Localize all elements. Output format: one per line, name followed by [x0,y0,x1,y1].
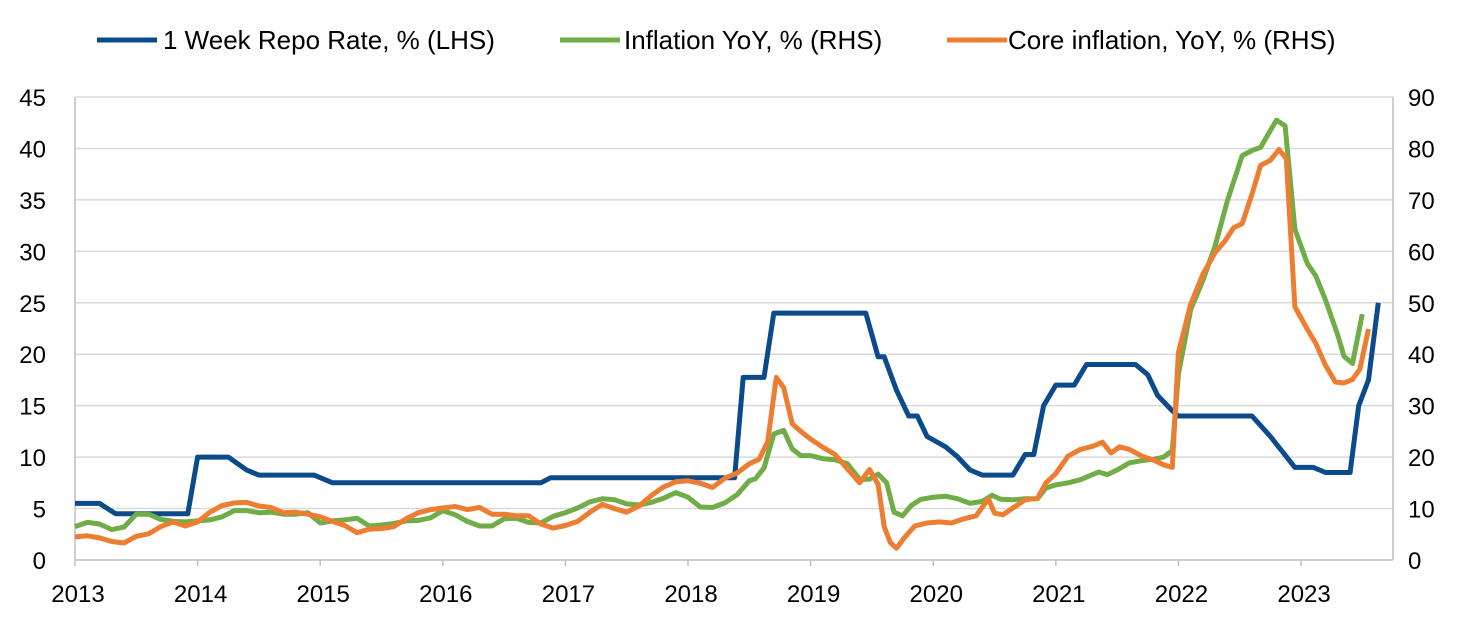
y-tick-label-left: 30 [19,239,46,266]
series-line-1 [75,302,1381,517]
x-tick-label: 2018 [664,581,717,608]
y-tick-label-left: 25 [19,291,46,318]
y-tick-label-left: 0 [33,548,46,575]
legend-label-2: Inflation YoY, % (RHS) [624,25,882,55]
series-line-3 [74,147,1371,551]
y-tick-label-right: 20 [1408,445,1435,472]
y-tick-label-right: 50 [1408,291,1435,318]
x-tick-label: 2015 [297,581,350,608]
legend-label-3: Core inflation, YoY, % (RHS) [1008,25,1336,55]
x-tick-label: 2019 [787,581,840,608]
x-tick-label: 2022 [1155,581,1208,608]
y-tick-label-right: 10 [1408,497,1435,524]
x-tick-label: 2016 [419,581,472,608]
tick-labels: 0 5 10 15 20 25 30 35 40 45 0 10 20 30 40 50 60 70 80 90 201… [19,85,1434,608]
y-tick-label-right: 90 [1408,85,1435,112]
y-tick-label-right: 30 [1408,394,1435,421]
y-tick-label-left: 35 [19,188,46,215]
y-tick-label-left: 20 [19,342,46,369]
y-tick-label-right: 40 [1408,342,1435,369]
x-tick-label: 2014 [174,581,227,608]
legend-label-1: 1 Week Repo Rate, % (LHS) [163,25,495,55]
series-lines [74,117,1381,551]
x-tick-label: 2013 [51,581,104,608]
x-tick-label: 2020 [910,581,963,608]
x-tick-label: 2021 [1032,581,1085,608]
y-tick-label-right: 70 [1408,188,1435,215]
y-tick-label-right: 0 [1408,548,1421,575]
x-tick-label: 2017 [542,581,595,608]
y-tick-label-left: 45 [19,85,46,112]
legend: 1 Week Repo Rate, % (LHS) Inflation YoY, … [97,25,1336,55]
axes [74,97,1394,566]
y-tick-label-left: 15 [19,394,46,421]
y-tick-label-left: 10 [19,445,46,472]
y-tick-label-left: 5 [33,497,46,524]
gridlines [75,96,1393,510]
y-tick-label-left: 40 [19,136,46,163]
x-tick-label: 2023 [1277,581,1330,608]
y-tick-label-right: 60 [1408,239,1435,266]
y-tick-label-right: 80 [1408,136,1435,163]
